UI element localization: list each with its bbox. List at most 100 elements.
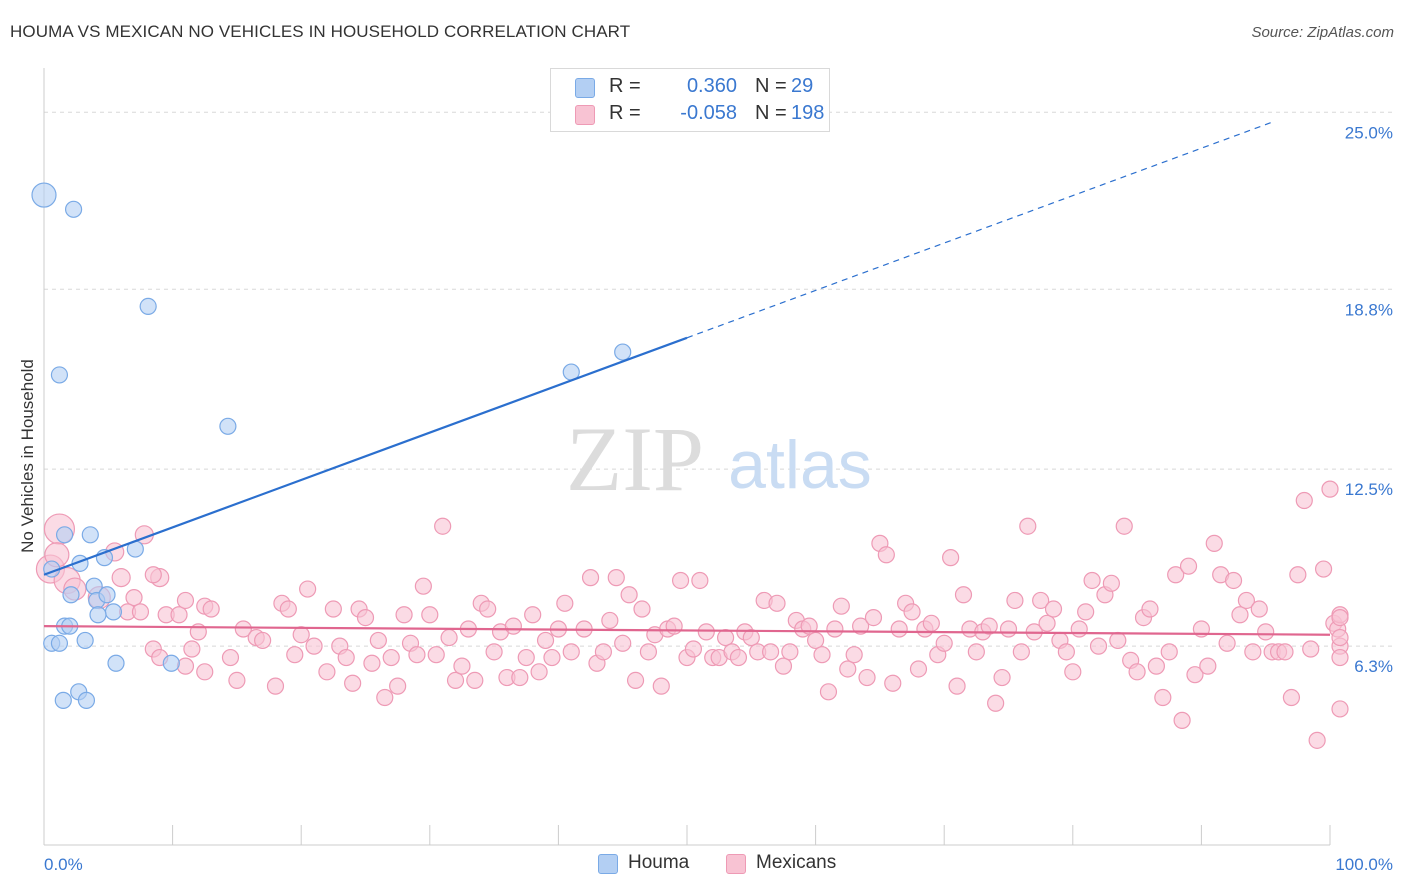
mexicans-point — [729, 648, 748, 667]
mexicans-point — [1109, 631, 1127, 650]
houma-point — [98, 586, 116, 604]
mexicans-point — [556, 594, 574, 612]
legend-n-label: N = — [755, 102, 787, 124]
legend-r-value: -0.058 — [680, 102, 737, 124]
mexicans-point — [1302, 640, 1320, 658]
mexicans-points — [35, 480, 1349, 749]
mexicans-point — [421, 606, 439, 624]
mexicans-point — [581, 569, 600, 587]
mexicans-point — [408, 646, 426, 664]
houma-legend-swatch — [598, 854, 618, 874]
mexicans-point — [942, 549, 960, 567]
mexicans-point — [254, 631, 272, 650]
mexicans-point — [1276, 643, 1294, 661]
mexicans-point — [1331, 628, 1349, 647]
mexicans-point — [1205, 534, 1223, 552]
mexicans-point — [446, 671, 465, 689]
mexicans-point — [530, 663, 548, 681]
mexicans-point — [427, 646, 445, 664]
mexicans-point — [485, 643, 503, 661]
mexicans-point — [504, 617, 522, 635]
mexicans-point — [1064, 663, 1082, 681]
mexicans-point — [819, 683, 838, 701]
mexicans-point — [948, 677, 966, 695]
mexicans-point — [691, 571, 709, 590]
mexicans-point — [671, 571, 690, 590]
mexicans-point — [389, 677, 407, 695]
mexicans-point — [517, 648, 535, 667]
mexicans-point — [639, 643, 658, 661]
mexicans-point — [453, 657, 471, 675]
houma-point — [64, 200, 83, 218]
mexicans-point — [1331, 608, 1349, 627]
houma-point — [54, 691, 72, 709]
mexicans-point — [176, 591, 195, 610]
mexicans-point — [170, 606, 188, 624]
mexicans-point — [543, 648, 561, 667]
mexicans-point — [395, 606, 413, 624]
mexicans-point — [935, 634, 953, 652]
legend-n-label: N = — [755, 75, 787, 97]
x-tick-label: 0.0% — [44, 855, 83, 874]
mexicans-point — [1038, 614, 1056, 632]
mexicans-point — [1032, 591, 1050, 610]
tick-labels: 6.3% 12.5% 18.8% 25.0% 0.0% 100.0% — [44, 123, 1393, 874]
legend-r-value: 0.360 — [686, 75, 737, 97]
houma-point — [81, 526, 99, 544]
mexicans-point — [1044, 600, 1063, 618]
mexicans-point — [665, 617, 683, 635]
mexicans-point — [903, 603, 921, 621]
mexicans-point — [594, 643, 613, 661]
mexicans-point — [1179, 557, 1198, 575]
source-label: Source: ZipAtlas.com — [1251, 24, 1394, 41]
x-tick-label: 100.0% — [1335, 855, 1393, 874]
legend-r-label: R = — [609, 102, 641, 124]
mexicans-point — [318, 663, 336, 681]
mexicans-point — [356, 608, 375, 627]
y-tick-label: 12.5% — [1345, 480, 1393, 499]
mexicans-point — [337, 648, 355, 667]
houma-points — [31, 182, 632, 709]
houma-point — [55, 526, 74, 544]
houma-point — [614, 343, 632, 361]
mexicans-point — [363, 654, 381, 672]
mexicans-point — [1331, 700, 1349, 718]
mexicans-point — [524, 606, 542, 624]
mexicans-point — [1257, 623, 1275, 641]
watermark: ZIP atlas — [566, 408, 872, 510]
mexicans-point — [202, 600, 220, 618]
mexicans-point — [774, 657, 793, 675]
mexicans-point — [1308, 731, 1326, 749]
houma-point — [162, 654, 180, 672]
mexicans-point — [761, 643, 780, 661]
mexicans-point — [479, 600, 497, 618]
chart-title: HOUMA VS MEXICAN NO VEHICLES IN HOUSEHOL… — [10, 22, 631, 41]
mexicans-point — [562, 643, 580, 661]
mexicans-point — [999, 620, 1018, 638]
mexicans-point — [1083, 571, 1101, 590]
mexicans-point — [1141, 600, 1159, 618]
mexicans-point — [511, 668, 529, 687]
mexicans-point — [1331, 648, 1349, 667]
mexicans-point — [286, 646, 304, 664]
mexicans-point — [266, 677, 285, 695]
houma-point — [219, 417, 237, 435]
houma-point — [76, 631, 94, 650]
mexicans-point — [1321, 480, 1339, 498]
mexicans-point — [626, 671, 645, 689]
mexicans-point — [1186, 666, 1204, 684]
mexicans-point — [1077, 603, 1095, 621]
mexicans-point — [781, 643, 799, 661]
mexicans-point — [909, 660, 928, 678]
mexicans-point — [1147, 657, 1165, 675]
mexicans-point — [890, 620, 908, 638]
mexicans-point — [125, 589, 143, 607]
mexicans-point — [607, 569, 625, 587]
mexicans-point — [826, 620, 844, 638]
mexicans-point — [716, 628, 735, 647]
mexicans-point — [131, 603, 150, 621]
legend-r-label: R = — [609, 75, 641, 97]
mexicans-point — [697, 623, 715, 641]
mexicans-point — [228, 671, 246, 689]
